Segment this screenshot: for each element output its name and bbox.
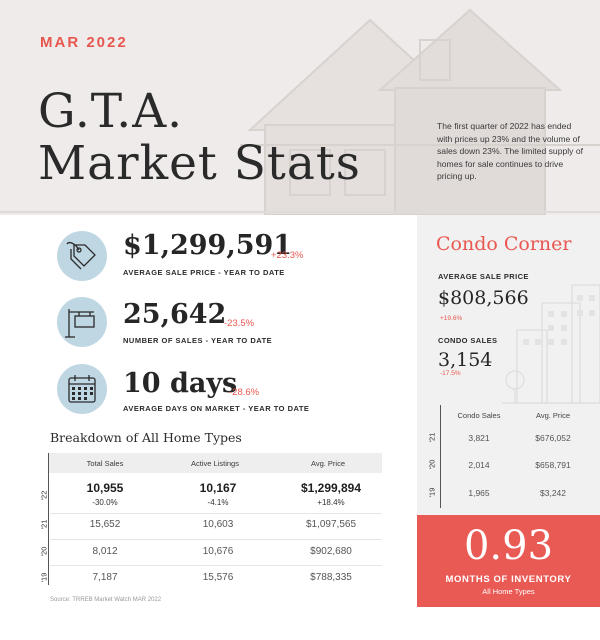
hero-banner: MAR 2022 G.T.A. Market Stats The first q… xyxy=(0,0,600,215)
year-label-22: '22 xyxy=(39,490,49,501)
calendar-icon xyxy=(57,364,107,414)
condo-avg-price-change: +19.6% xyxy=(440,315,463,322)
condo-corner-panel xyxy=(417,215,600,515)
table-cell: 10,603 xyxy=(202,519,234,530)
title-line-2: Market Stats xyxy=(38,136,361,191)
breakdown-title: Breakdown of All Home Types xyxy=(50,430,242,445)
row-divider xyxy=(50,513,382,514)
row-divider xyxy=(50,565,382,566)
condo-header-price: Avg. Price xyxy=(535,411,571,420)
condo-sales-change: -17.5% xyxy=(440,370,461,377)
table-cell: 10,676 xyxy=(202,546,234,557)
avg-sale-price-value: $1,299,591 xyxy=(123,230,293,261)
table-cell: 10,955 xyxy=(86,481,124,495)
days-on-market-value: 10 days xyxy=(123,368,238,399)
number-of-sales-change: -23.5% xyxy=(224,318,255,329)
condo-avg-price-label: AVERAGE SALE PRICE xyxy=(438,272,529,281)
avg-sale-price-label: AVERAGE SALE PRICE - YEAR TO DATE xyxy=(123,268,285,277)
months-of-inventory-label: MONTHS OF INVENTORY xyxy=(445,574,572,585)
buildings-illustration xyxy=(502,284,600,404)
condo-cell: $676,052 xyxy=(535,433,571,443)
table-cell: $1,299,894 xyxy=(300,481,362,495)
header-active-listings: Active Listings xyxy=(191,459,239,468)
months-of-inventory-box: 0.93 MONTHS OF INVENTORY All Home Types xyxy=(417,515,600,607)
condo-sales-label: CONDO SALES xyxy=(438,336,498,345)
title-line-1: G.T.A. xyxy=(38,84,184,139)
header-total-sales: Total Sales xyxy=(86,459,124,468)
table-cell: 15,576 xyxy=(202,572,234,583)
year-label-21: '21 xyxy=(39,519,49,530)
condo-year-19: '19 xyxy=(427,487,437,498)
table-cell-change: +18.4% xyxy=(317,498,345,507)
table-cell-change: -30.0% xyxy=(92,498,118,507)
table-cell: 10,167 xyxy=(199,481,237,495)
number-of-sales-value: 25,642 xyxy=(123,299,227,330)
months-of-inventory-value: 0.93 xyxy=(463,523,554,569)
condo-cell: $658,791 xyxy=(535,460,571,470)
condo-year-21: '21 xyxy=(427,432,437,443)
table-cell: 8,012 xyxy=(92,546,118,557)
year-axis-line xyxy=(48,453,49,585)
months-of-inventory-sub: All Home Types xyxy=(482,587,535,596)
price-tag-icon xyxy=(57,231,107,281)
avg-sale-price-change: +23.3% xyxy=(271,250,304,261)
condo-sales-value: 3,154 xyxy=(438,349,493,371)
condo-corner-title: Condo Corner xyxy=(436,233,572,255)
table-cell: $902,680 xyxy=(310,546,352,557)
year-label-19: '19 xyxy=(39,572,49,583)
condo-cell: 2,014 xyxy=(468,460,490,470)
table-cell-change: -4.1% xyxy=(207,498,229,507)
intro-paragraph: The first quarter of 2022 has ended with… xyxy=(437,121,584,181)
house-background-illustration xyxy=(0,8,600,215)
days-on-market-change: -28.6% xyxy=(229,387,260,398)
year-label-20: '20 xyxy=(39,546,49,557)
condo-cell: 3,821 xyxy=(468,433,490,443)
condo-cell: 1,965 xyxy=(468,488,490,498)
condo-cell: $3,242 xyxy=(540,488,566,498)
table-cell: 15,652 xyxy=(89,519,121,530)
row-divider xyxy=(50,539,382,540)
condo-avg-price-value: $808,566 xyxy=(438,287,529,309)
days-on-market-label: AVERAGE DAYS ON MARKET - YEAR TO DATE xyxy=(123,404,310,413)
table-cell: $1,097,565 xyxy=(305,519,357,530)
condo-year-axis-line xyxy=(440,405,441,508)
number-of-sales-label: NUMBER OF SALES - YEAR TO DATE xyxy=(123,336,273,345)
condo-header-sales: Condo Sales xyxy=(457,411,501,420)
breakdown-table-header xyxy=(48,453,382,473)
condo-year-20: '20 xyxy=(427,459,437,470)
table-cell: 7,187 xyxy=(92,572,118,583)
source-note: Source: TRREB Market Watch MAR 2022 xyxy=(50,597,162,603)
page-title: G.T.A. Market Stats xyxy=(38,86,361,190)
for-sale-sign-icon xyxy=(57,297,107,347)
report-month: MAR 2022 xyxy=(40,34,128,51)
header-avg-price: Avg. Price xyxy=(310,459,346,468)
table-cell: $788,335 xyxy=(310,572,352,583)
